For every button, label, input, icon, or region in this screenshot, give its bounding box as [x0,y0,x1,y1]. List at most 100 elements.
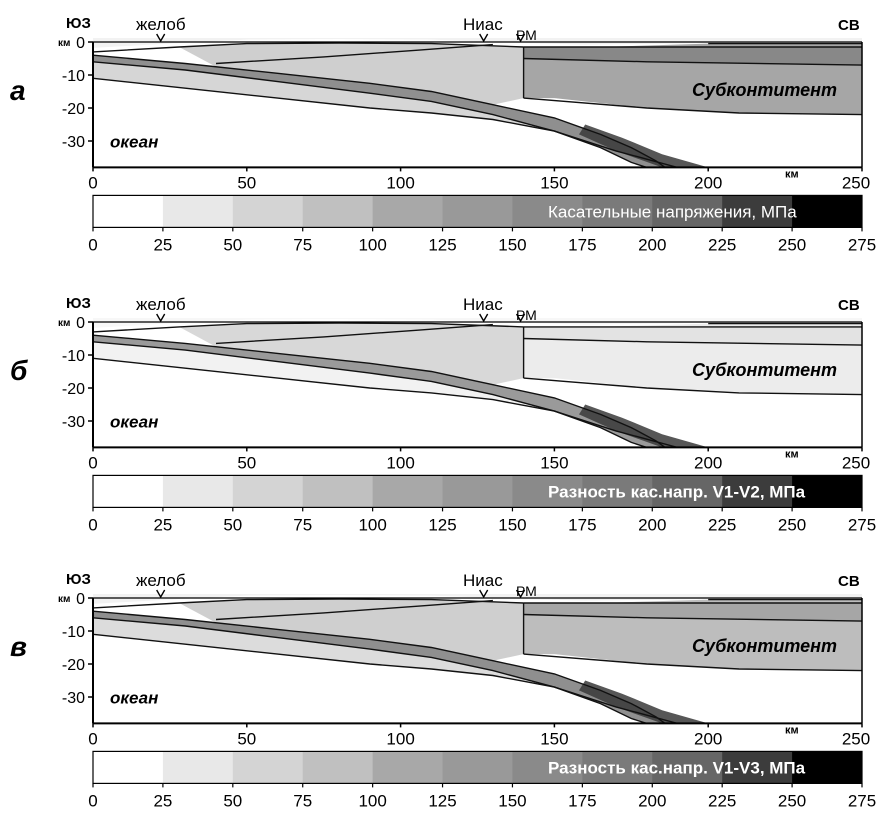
slab-bottom-line [93,61,647,168]
x-tick-label: 0 [88,729,97,748]
ocean-label: океан [110,132,158,151]
slab-top-line [93,54,666,168]
scale-segment [512,195,583,228]
wedge-internal-line [215,323,493,345]
scale-segment [582,195,653,228]
scale-segment [372,751,444,784]
accretionary-wedge-fill [179,43,524,105]
trench-label: желоб [136,15,186,34]
scale-tick-label: 0 [88,235,97,254]
distance-unit-label: км [785,724,799,736]
scale-segment [442,195,513,228]
scale-label: Касательные напряжения, МПа [548,202,797,221]
continent-base-line [523,653,862,672]
y-tick-label: -20 [62,657,85,674]
nias-marker [479,33,489,43]
scale-tick-label: 0 [88,515,97,534]
scale-tick-label: 125 [428,235,456,254]
stress-concentration [579,404,709,448]
continent-base-line [523,97,862,116]
surface-line [93,42,524,53]
stress-concentration [579,680,709,724]
scale-tick-label: 75 [293,791,312,810]
scale-tick-label: 75 [293,515,312,534]
section-plot [93,586,862,724]
x-tick-label: 150 [540,729,568,748]
scale-segment [722,195,793,228]
scale-segment [792,195,863,228]
scale-segment [792,475,863,508]
scale-tick-label: 100 [358,791,386,810]
x-tick-label: 250 [842,729,870,748]
scale-segment [162,475,234,508]
accretionary-wedge-fill [179,599,524,661]
nias-label: Ниас [463,15,503,34]
scale-segment [93,475,164,508]
depth-unit-label: км [58,38,70,49]
rm-label: РМ [516,583,537,599]
y-tick-label: 0 [76,591,85,608]
distance-unit-label: км [785,448,799,460]
rm-marker [515,589,526,599]
scale-tick-label: 250 [778,235,806,254]
surface-line [93,322,524,333]
y-tick-label: -10 [62,624,85,641]
scale-segment [722,475,793,508]
accretionary-wedge-fill [179,323,524,385]
section-plot [93,30,862,168]
sw-label: ЮЗ [66,295,91,312]
scale-tick-label: 275 [848,515,876,534]
x-tick-label: 100 [386,453,414,472]
y-tick-label: -10 [62,68,85,85]
scale-frame [92,474,863,508]
x-tick-label: 250 [842,453,870,472]
scale-segment [232,751,304,784]
panel-letter: б [10,355,28,386]
scale-tick-label: 25 [153,235,172,254]
scale-tick-label: 150 [498,791,526,810]
y-tick-label: -30 [62,414,85,431]
continent-label: Субконтитент [692,360,837,380]
y-tick-label: -10 [62,348,85,365]
ne-label: СВ [838,573,860,590]
x-tick-label: 50 [237,729,256,748]
scale-segment [582,475,653,508]
continent-band-line [523,57,862,66]
x-tick-label: 150 [540,173,568,192]
y-tick-label: -20 [62,101,85,118]
scale-tick-label: 250 [778,791,806,810]
nias-marker [479,313,489,323]
scale-tick-label: 125 [428,515,456,534]
scale-tick-label: 175 [568,235,596,254]
scale-segment [512,475,583,508]
trench-label: желоб [136,295,186,314]
scale-tick-label: 50 [223,235,242,254]
scale-segment [582,751,653,784]
scale-segment [93,751,164,784]
scale-segment [512,751,583,784]
wedge-internal-line [215,43,493,65]
scale-segment [652,475,723,508]
continent-band-line [523,613,862,622]
scale-tick-label: 50 [223,791,242,810]
scale-tick-label: 75 [293,235,312,254]
y-tick-label: 0 [76,315,85,332]
scale-segment [722,751,793,784]
depth-unit-label: км [58,594,70,605]
panel-letter: в [10,631,27,662]
trench-marker [156,589,166,599]
upper-crust-fill [93,318,862,328]
scale-tick-label: 200 [638,235,666,254]
continent-band-line [523,337,862,346]
y-tick-label: -30 [62,690,85,707]
continent-label: Субконтитент [692,80,837,100]
surface-line [93,598,524,609]
scale-tick-label: 200 [638,791,666,810]
x-tick-label: 250 [842,173,870,192]
scale-segment [442,751,513,784]
trench-marker [156,33,166,43]
oceanic-crust-fill [93,617,678,724]
scale-tick-label: 100 [358,235,386,254]
ocean-label: океан [110,688,158,707]
